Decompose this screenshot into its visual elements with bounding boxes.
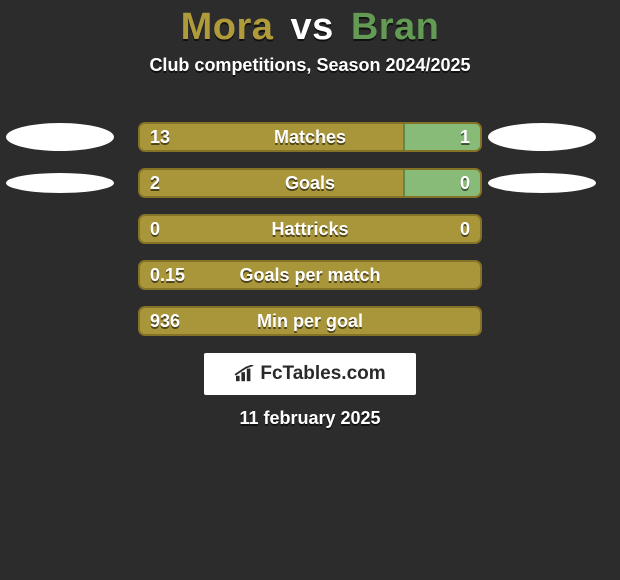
stat-seg-left — [140, 124, 405, 150]
stat-label: Min per goal — [257, 308, 363, 334]
team-left-logo — [6, 123, 114, 151]
stat-seg-left — [140, 170, 405, 196]
brand-box[interactable]: FcTables.com — [204, 353, 416, 395]
stat-row: Goals 2 0 — [138, 168, 482, 198]
subtitle: Club competitions, Season 2024/2025 — [0, 55, 620, 76]
stat-value-right: 0 — [460, 170, 470, 196]
team-right-name: Bran — [351, 6, 440, 48]
stat-value-left: 0.15 — [150, 262, 185, 288]
stat-label: Matches — [274, 124, 346, 150]
footer-date: 11 february 2025 — [239, 408, 380, 429]
team-right-logo — [488, 173, 596, 193]
title-vs: vs — [290, 6, 333, 48]
stat-row: Hattricks 0 0 — [138, 214, 482, 244]
stat-value-left: 2 — [150, 170, 160, 196]
stat-row: Goals per match 0.15 — [138, 260, 482, 290]
stat-label: Hattricks — [271, 216, 348, 242]
chart-icon — [234, 365, 256, 383]
stat-label: Goals per match — [239, 262, 380, 288]
stat-value-left: 13 — [150, 124, 170, 150]
team-left-logo — [6, 173, 114, 193]
team-left-name: Mora — [181, 6, 274, 48]
stats-card: Mora vs Bran Club competitions, Season 2… — [0, 0, 620, 580]
match-title: Mora vs Bran — [0, 0, 620, 49]
stat-value-left: 936 — [150, 308, 180, 334]
stat-value-right: 1 — [460, 124, 470, 150]
stat-value-right: 0 — [460, 216, 470, 242]
stat-row: Matches 13 1 — [138, 122, 482, 152]
stat-rows: Matches 13 1 Goals 2 0 Hattricks 0 0 Goals per ma… — [138, 122, 482, 352]
brand-text: FcTables.com — [260, 363, 385, 385]
stat-row: Min per goal 936 — [138, 306, 482, 336]
stat-label: Goals — [285, 170, 335, 196]
stat-value-left: 0 — [150, 216, 160, 242]
team-right-logo — [488, 123, 596, 151]
